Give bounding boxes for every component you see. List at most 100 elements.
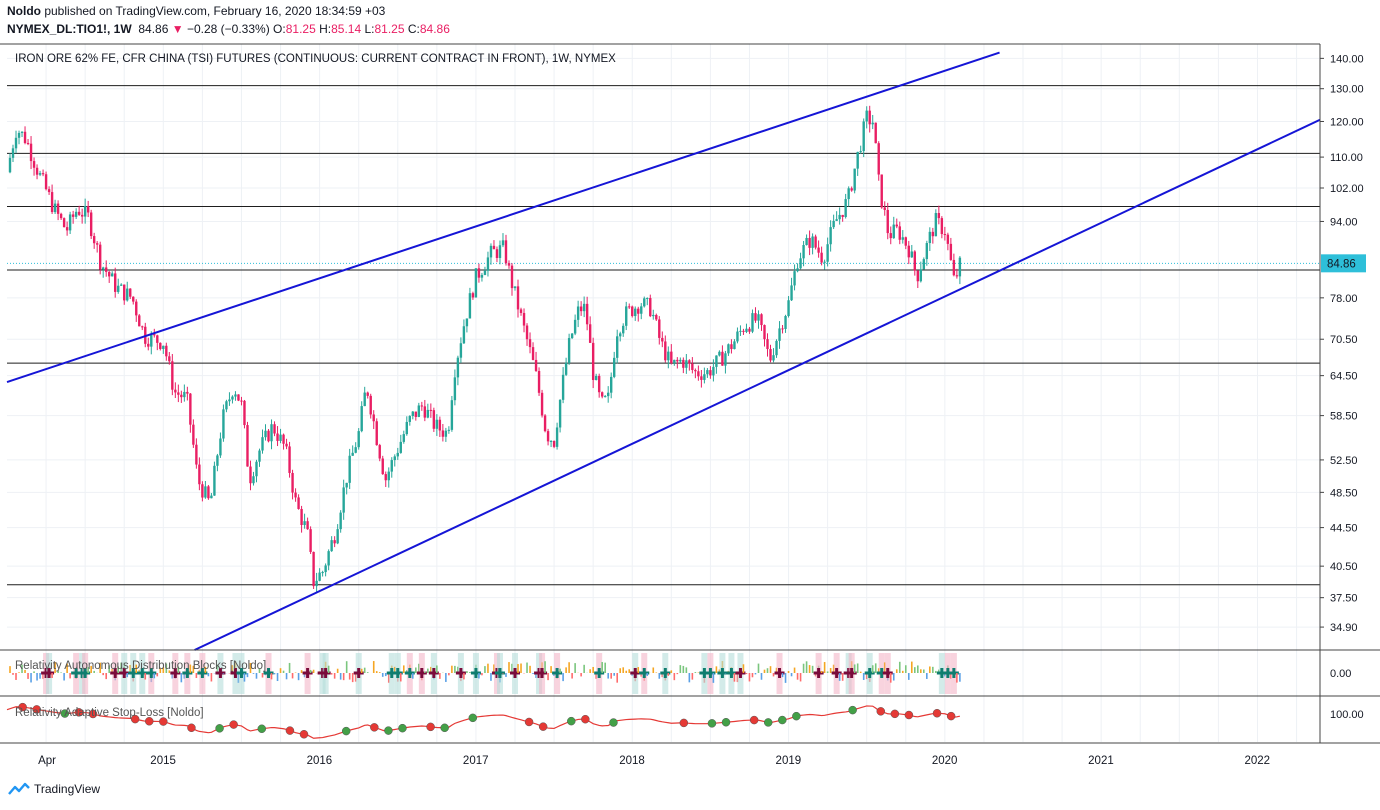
candle-body	[510, 265, 514, 289]
candle-body	[129, 288, 132, 297]
candle-body	[441, 430, 445, 437]
histogram-bar	[932, 666, 934, 673]
candle-body	[745, 328, 748, 332]
histogram-bar	[291, 673, 294, 679]
histogram-bar	[333, 673, 336, 679]
histogram-bar	[511, 663, 513, 673]
stop-loss-dot	[384, 726, 393, 735]
candle-body	[420, 405, 424, 407]
stop-loss-dot	[792, 711, 801, 721]
time-tick-label: 2019	[776, 755, 802, 767]
histogram-bar	[402, 665, 405, 673]
histogram-bar	[490, 673, 492, 681]
candle-body	[631, 306, 634, 317]
down-arrow-icon: ▼	[171, 22, 184, 36]
histogram-bar	[655, 672, 658, 673]
trendline	[194, 118, 1321, 651]
histogram-bar	[748, 673, 751, 682]
candle-body	[297, 497, 300, 509]
candle-body	[89, 212, 93, 237]
trendlines	[6, 51, 1321, 651]
histogram-bar	[766, 668, 769, 673]
candle-body	[38, 173, 42, 175]
histogram-bar	[898, 661, 901, 673]
histogram-bar	[66, 663, 68, 673]
histogram-bar	[354, 673, 357, 682]
candle-body	[805, 237, 808, 246]
grid	[7, 44, 1320, 742]
candle-body	[567, 338, 571, 363]
histogram-bar	[60, 672, 62, 673]
histogram-bar	[375, 671, 378, 673]
histogram-bar	[616, 673, 619, 683]
candle-body	[171, 361, 174, 390]
candle-body	[850, 188, 853, 191]
histogram-bar	[559, 668, 561, 673]
candle-body	[474, 268, 478, 298]
candle-body	[47, 189, 51, 193]
candle-body	[694, 369, 697, 372]
histogram-bar	[336, 668, 339, 673]
last-price-badge	[1321, 254, 1366, 273]
candle-body	[838, 214, 841, 220]
candle-body	[784, 316, 787, 329]
candle-body	[225, 401, 228, 410]
histogram-bar	[288, 662, 291, 673]
candle-body	[643, 298, 646, 307]
histogram-bar	[171, 673, 174, 679]
candle-body	[351, 452, 354, 456]
candle-body	[904, 237, 907, 246]
candle-body	[901, 237, 904, 240]
histogram-bar	[342, 673, 345, 681]
candle-body	[549, 440, 553, 442]
stop-loss-dot	[468, 713, 478, 723]
histogram-bar	[300, 670, 303, 673]
histogram-bar	[42, 673, 44, 679]
candle-body	[519, 309, 523, 313]
candle-body	[153, 334, 156, 336]
histogram-bar	[628, 669, 631, 673]
histogram-bar	[478, 673, 480, 679]
last-price-badge-label: 84.86	[1327, 258, 1356, 270]
histogram-bar	[694, 672, 697, 673]
candle-body	[444, 430, 448, 437]
time-tick-label: 2022	[1244, 755, 1270, 767]
histogram-bar	[544, 661, 546, 673]
histogram-bar	[589, 669, 591, 673]
histogram-bar	[87, 667, 89, 673]
histogram-bar	[165, 663, 168, 673]
publish-info: Noldo published on TradingView.com, Febr…	[7, 4, 385, 18]
candle-body	[162, 345, 165, 349]
footer-logo[interactable]: TradingView	[8, 782, 100, 796]
candle-body	[606, 392, 610, 397]
histogram-bar	[129, 664, 132, 673]
histogram-bar	[920, 669, 922, 673]
candle-body	[685, 360, 688, 368]
candle-body	[721, 351, 724, 366]
candle-body	[56, 203, 60, 214]
histogram-bar	[926, 673, 928, 679]
histogram-bar	[27, 673, 29, 679]
candle-body	[333, 540, 336, 544]
histogram-bar	[372, 661, 375, 673]
histogram-bar	[574, 663, 576, 673]
histogram-bar	[285, 673, 288, 680]
histogram-bar	[682, 665, 685, 673]
candle-body	[880, 174, 883, 208]
histogram-bar	[282, 670, 285, 673]
histogram-bar	[412, 673, 414, 679]
histogram-bar	[790, 673, 793, 677]
histogram-bar	[387, 673, 390, 683]
stop-loss-dot	[130, 714, 140, 724]
candle-body	[910, 251, 913, 258]
histogram-bar	[871, 665, 874, 673]
time-tick-label: 2017	[463, 755, 489, 767]
histogram-bar	[63, 673, 65, 681]
histogram-bar	[138, 669, 141, 673]
histogram-bar	[24, 669, 26, 673]
candle-body	[321, 572, 324, 574]
histogram-bar	[153, 673, 156, 679]
candle-body	[138, 315, 141, 327]
histogram-bar	[258, 668, 261, 673]
